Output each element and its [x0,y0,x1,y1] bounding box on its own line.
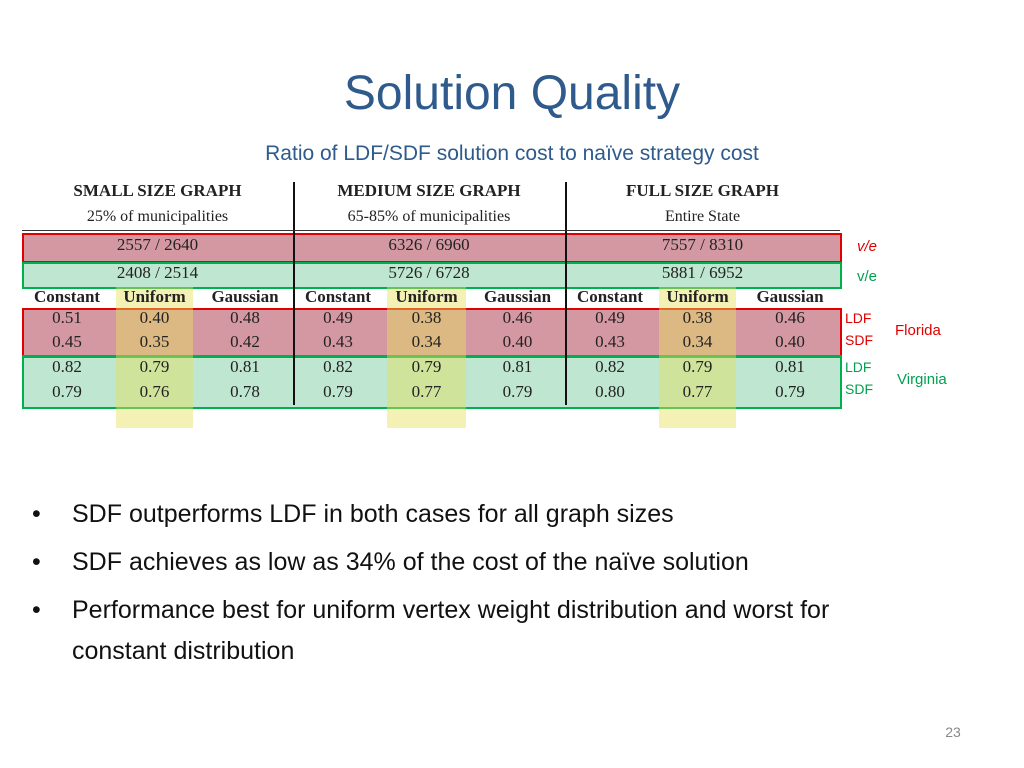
cell: 0.49 [595,308,625,327]
header-rule [22,230,840,231]
bullet-text: SDF outperforms LDF in both cases for al… [72,500,674,528]
bullet-dot: • [32,548,41,576]
cell: 0.76 [139,382,170,401]
cell: 0.48 [230,308,260,327]
cell: 0.42 [230,332,260,351]
title: Solution Quality [343,67,681,120]
cell: 0.81 [775,357,805,376]
column-highlight [659,287,736,428]
cell: 0.77 [682,382,713,401]
column-header: Uniform [395,287,458,306]
ve-label: v/e [857,238,878,255]
cell: 0.77 [411,382,442,401]
column-header: Constant [576,287,644,306]
cell: 0.45 [52,332,82,351]
bullet: • Performance best for uniform vertex wei… [30,590,890,672]
cell: 0.43 [595,332,625,351]
bullet-list: • SDF outperforms LDF in both cases for a… [30,494,890,679]
cell: 0.82 [323,357,353,376]
method-label: SDF [845,332,873,348]
bullet-text: SDF achieves as low as 34% of the cost o… [72,548,749,576]
group-detail: Entire State [664,208,741,225]
subtitle: Ratio of LDF/SDF solution cost to naïve … [265,142,759,165]
cell: 0.79 [52,382,82,401]
ve-cell: 2408 / 2514 [116,263,199,282]
column-header: Gaussian [483,287,552,306]
state-label: Florida [895,322,941,339]
group-detail: 65-85% of municipalities [347,208,511,225]
cell: 0.46 [502,308,533,327]
row-highlight [22,355,842,409]
cell: 0.79 [323,382,353,401]
cell: 0.40 [775,332,805,351]
cell: 0.38 [411,308,442,327]
cell: 0.34 [682,332,713,351]
bullet-dot: • [32,500,41,528]
method-label: SDF [845,381,873,397]
cell: 0.40 [502,332,533,351]
ve-cell: 6326 / 6960 [388,235,470,254]
cell: 0.34 [411,332,442,351]
cell: 0.43 [323,332,353,351]
row-highlight [22,262,842,289]
cell: 0.51 [52,308,82,327]
ve-cell: 5726 / 6728 [388,263,470,282]
cell: 0.46 [775,308,805,327]
cell: 0.81 [502,357,533,376]
cell: 0.79 [682,357,713,376]
cell: 0.49 [323,308,353,327]
ve-cell: 2557 / 2640 [116,235,199,254]
ve-cell: 7557 / 8310 [661,235,744,254]
ve-label: v/e [857,268,878,285]
cell: 0.79 [139,357,170,376]
column-divider [565,182,567,405]
cell: 0.81 [230,357,260,376]
page-number: 23 [945,724,961,740]
cell: 0.80 [595,382,625,401]
group-header: FULL SIZE GRAPH [625,181,780,200]
group-header: MEDIUM SIZE GRAPH [337,181,521,200]
bullet-dot: • [32,596,41,624]
ve-cell: 5881 / 6952 [661,263,744,282]
column-divider [293,182,295,405]
state-label: Virginia [897,371,947,388]
bullet: • SDF achieves as low as 34% of the cost … [30,542,890,583]
group-header: SMALL SIZE GRAPH [73,181,242,200]
cell: 0.78 [230,382,260,401]
bullet-text: Performance best for uniform vertex weig… [72,596,830,665]
column-header: Gaussian [211,287,279,306]
column-header: Constant [33,287,101,306]
cell: 0.35 [139,332,170,351]
cell: 0.82 [595,357,625,376]
row-highlight [22,308,842,358]
bullet: • SDF outperforms LDF in both cases for a… [30,494,890,535]
cell: 0.82 [52,357,82,376]
column-header: Uniform [666,287,729,306]
method-label: LDF [845,310,872,326]
column-highlight [116,287,193,428]
column-header: Uniform [123,287,186,306]
cell: 0.38 [682,308,713,327]
group-detail: 25% of municipalities [86,208,229,225]
cell: 0.79 [775,382,805,401]
column-header: Gaussian [756,287,824,306]
column-highlight [387,287,466,428]
cell: 0.40 [139,308,170,327]
cell: 0.79 [502,382,533,401]
column-header: Constant [304,287,372,306]
method-label: LDF [845,359,872,375]
cell: 0.79 [411,357,442,376]
